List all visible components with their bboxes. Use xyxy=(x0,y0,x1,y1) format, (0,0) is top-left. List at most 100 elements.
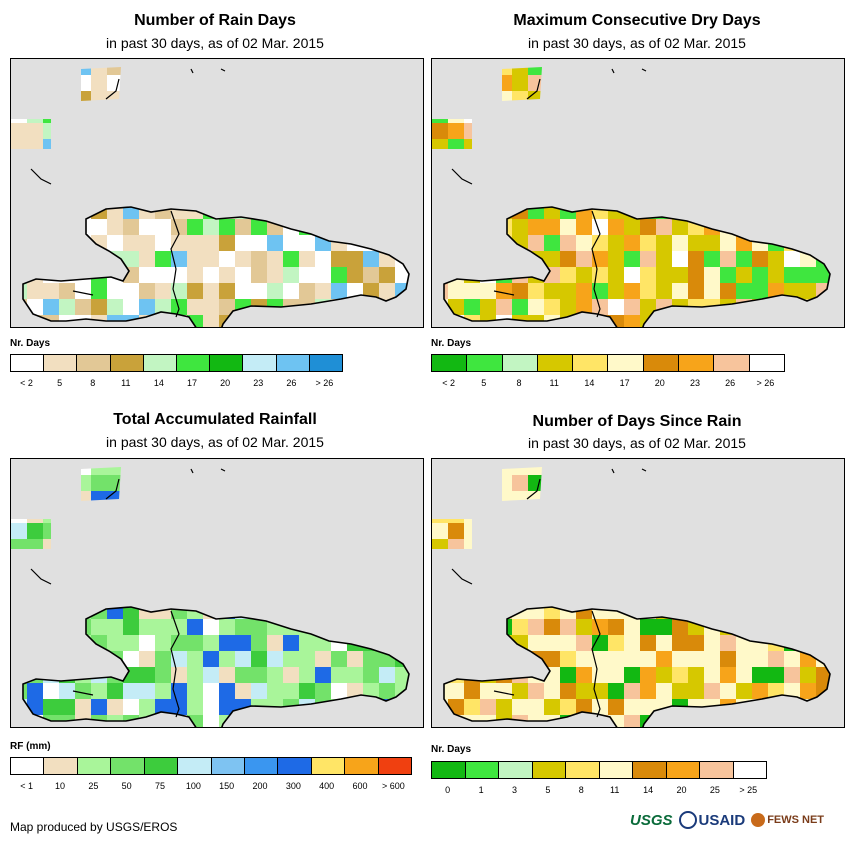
map-cell xyxy=(720,75,736,91)
map-cell xyxy=(347,475,363,491)
map-cell xyxy=(171,123,187,139)
map-cell xyxy=(464,699,480,715)
map-cell xyxy=(704,603,720,619)
map-cell xyxy=(267,587,283,603)
country-border xyxy=(591,610,601,718)
map-cell xyxy=(800,603,816,619)
map-cell xyxy=(411,651,423,667)
map-cell xyxy=(219,171,235,187)
map-cell xyxy=(560,667,576,683)
map-cell xyxy=(688,475,704,491)
map-cell xyxy=(592,507,608,523)
map-cell xyxy=(331,67,347,75)
small-islands xyxy=(451,468,647,696)
map-cell xyxy=(235,555,251,571)
map-cell xyxy=(480,475,496,491)
map-cell xyxy=(155,187,171,203)
map-cell xyxy=(544,267,560,283)
map-cell xyxy=(219,267,235,283)
map-cell xyxy=(155,523,171,539)
map-cell xyxy=(411,667,423,683)
map-cell xyxy=(203,683,219,699)
map-cell xyxy=(299,587,315,603)
map-cell xyxy=(816,667,830,683)
map-cell xyxy=(203,219,219,235)
map-cell xyxy=(800,67,816,75)
map-cell xyxy=(283,267,299,283)
map-cell xyxy=(139,651,155,667)
legend-label: < 1 xyxy=(20,781,34,791)
map-cell xyxy=(43,651,59,667)
map-cell xyxy=(411,251,423,267)
map-cell xyxy=(155,91,171,107)
map-cell xyxy=(608,539,624,555)
map-cell xyxy=(832,603,844,619)
map-cell xyxy=(395,203,409,219)
map-cell xyxy=(91,571,107,587)
map-cell xyxy=(299,155,315,171)
fews-net-logo: FEWS NET xyxy=(751,813,824,827)
map-cell xyxy=(592,123,608,139)
partner-logos: USGS USAID FEWS NET xyxy=(630,806,845,834)
map-cell xyxy=(91,267,107,283)
map-cell xyxy=(832,587,844,603)
map-cell xyxy=(299,523,315,539)
map-cell xyxy=(203,171,219,187)
map-cell xyxy=(235,475,251,491)
map-cell xyxy=(59,171,75,187)
map-cell xyxy=(363,155,379,171)
map-cell xyxy=(656,315,672,327)
legend-label: 20 xyxy=(220,378,231,388)
map-cell xyxy=(640,139,656,155)
map-cell xyxy=(768,555,784,571)
map-cell xyxy=(800,219,816,235)
map-cell xyxy=(11,235,27,251)
map-cell xyxy=(363,523,379,539)
legend-swatch xyxy=(242,355,276,371)
map-cell xyxy=(299,75,315,91)
map-cell xyxy=(203,571,219,587)
map-cell xyxy=(608,555,624,571)
map-cell xyxy=(411,475,423,491)
map-cell xyxy=(736,539,752,555)
map-cell xyxy=(11,123,27,139)
map-cell xyxy=(395,571,409,587)
map-cell xyxy=(720,475,736,491)
map-cell xyxy=(688,91,704,107)
map-cell xyxy=(187,123,203,139)
map-cell xyxy=(171,67,187,75)
legend-swatch xyxy=(43,758,77,774)
map-cell xyxy=(299,699,315,715)
map-cell xyxy=(448,299,464,315)
map-cell xyxy=(432,683,448,699)
map-cell xyxy=(560,467,576,475)
map-cell xyxy=(395,699,409,715)
map-cell xyxy=(672,507,688,523)
map-cell xyxy=(315,619,331,635)
map-cell xyxy=(480,587,496,603)
coastline xyxy=(443,206,831,327)
map-cell xyxy=(832,123,844,139)
map-cell xyxy=(11,507,27,523)
map-cell xyxy=(656,571,672,587)
map-cell xyxy=(688,523,704,539)
legend-swatch xyxy=(632,762,666,778)
map-cell xyxy=(656,187,672,203)
map-cell xyxy=(251,587,267,603)
map-cell xyxy=(155,699,171,715)
map-cell xyxy=(624,523,640,539)
map-cell xyxy=(235,667,251,683)
map-cell xyxy=(27,187,43,203)
legend-swatch xyxy=(377,758,412,774)
map-cell xyxy=(27,299,43,315)
map-cell xyxy=(187,91,203,107)
map-cell xyxy=(768,251,784,267)
map-cell xyxy=(624,75,640,91)
map-cell xyxy=(560,251,576,267)
map-cell xyxy=(496,491,512,507)
map-cell xyxy=(432,67,448,75)
map-cell xyxy=(411,91,423,107)
map-cell xyxy=(59,507,75,523)
map-cell xyxy=(800,651,816,667)
map-cell xyxy=(235,539,251,555)
